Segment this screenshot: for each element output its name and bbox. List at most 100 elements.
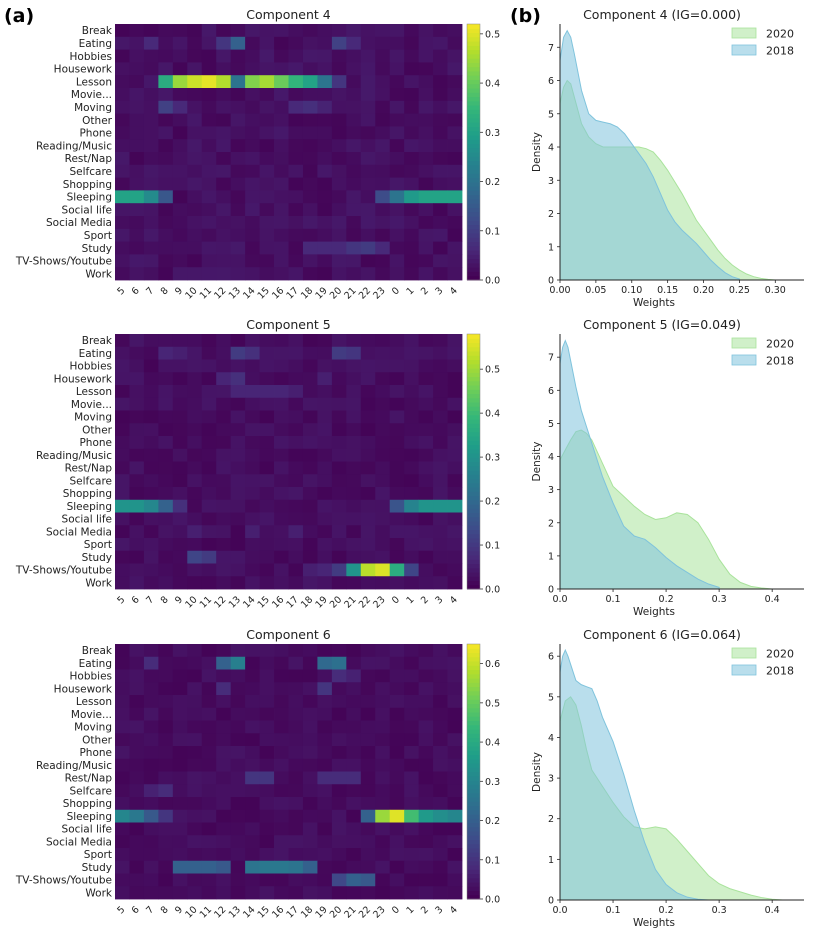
- heatmap-cell: [317, 254, 333, 268]
- heatmap-cell: [404, 525, 420, 539]
- heatmap-cell: [274, 203, 289, 217]
- heatmap-cell: [187, 809, 203, 823]
- heatmap-cell: [288, 707, 304, 721]
- heatmap-cell: [389, 397, 405, 411]
- legend-label: 2018: [766, 355, 794, 368]
- y-tick-label: 1: [548, 551, 554, 562]
- heatmap-cell: [115, 372, 130, 386]
- heatmap-cell: [216, 487, 232, 501]
- heatmap-cell: [216, 707, 232, 721]
- heatmap-cell: [259, 372, 275, 386]
- legend-swatch-2018: [731, 354, 757, 366]
- heatmap-cell: [360, 139, 376, 153]
- heatmap-cell: [360, 385, 376, 399]
- heatmap-cell: [143, 538, 159, 552]
- heatmap-cell: [201, 873, 217, 887]
- colorbar-segment: [467, 79, 480, 85]
- heatmap-cell: [230, 656, 246, 670]
- colorbar-segment: [467, 495, 480, 501]
- heatmap-cell: [187, 75, 203, 89]
- heatmap-cell: [115, 139, 130, 153]
- heatmap-row-label: Social Media: [46, 836, 112, 848]
- heatmap-cell: [216, 62, 232, 76]
- heatmap-cell: [274, 771, 289, 785]
- colorbar-segment: [467, 406, 480, 411]
- colorbar-segment: [467, 529, 480, 535]
- heatmap-cell: [143, 886, 159, 900]
- heatmap-cell: [346, 372, 362, 386]
- heatmap-cell: [317, 190, 333, 204]
- heatmap-cell: [360, 24, 376, 38]
- heatmap-cell: [346, 848, 362, 862]
- heatmap-row-label: Eating: [79, 658, 112, 670]
- heatmap-cell: [317, 746, 333, 760]
- heatmap-cell: [143, 461, 159, 475]
- heatmap-cell: [404, 267, 420, 281]
- colorbar-segment: [467, 258, 480, 264]
- heatmap-cell: [115, 62, 130, 76]
- heatmap-cell: [375, 499, 391, 513]
- heatmap-cell: [143, 241, 159, 255]
- heatmap-cell: [418, 359, 434, 373]
- heatmap-cell: [331, 848, 347, 862]
- heatmap-row-label: Movie...: [71, 89, 112, 101]
- heatmap-col-label: 1: [404, 904, 416, 916]
- heatmap-cell: [201, 228, 217, 242]
- heatmap-cell: [245, 784, 260, 798]
- heatmap-cell: [317, 75, 333, 89]
- heatmap-cell: [115, 461, 130, 475]
- heatmap-cell: [302, 36, 318, 50]
- heatmap-cell: [230, 784, 246, 798]
- heatmap-cell: [274, 448, 289, 462]
- heatmap-cell: [216, 771, 232, 785]
- heatmap-cell: [230, 372, 246, 386]
- heatmap-cell: [346, 267, 362, 281]
- heatmap-cell: [447, 397, 463, 411]
- heatmap-cell: [302, 62, 318, 76]
- heatmap-row-label: Housework: [54, 683, 113, 695]
- heatmap-cell: [216, 49, 232, 63]
- heatmap-cell: [274, 695, 289, 709]
- heatmap-cell: [143, 669, 159, 683]
- heatmap-cell: [375, 334, 391, 348]
- heatmap-cell: [158, 49, 174, 63]
- heatmap-cell: [245, 228, 260, 242]
- heatmap-cell: [418, 397, 434, 411]
- heatmap-cell: [274, 746, 289, 760]
- heatmap-cell: [158, 164, 174, 178]
- heatmap-cell: [288, 809, 304, 823]
- heatmap-cell: [447, 359, 463, 373]
- heatmap-cell: [259, 397, 275, 411]
- heatmap-cell: [389, 860, 405, 874]
- heatmap-cell: [274, 346, 289, 360]
- heatmap-cell: [201, 397, 217, 411]
- heatmap-cell: [447, 203, 463, 217]
- heatmap-cell: [346, 512, 362, 526]
- colorbar-segment: [467, 62, 480, 68]
- heatmap-cell: [245, 538, 260, 552]
- heatmap-cell: [201, 100, 217, 114]
- heatmap-cell: [288, 487, 304, 501]
- heatmap-cell: [129, 771, 145, 785]
- heatmap-cell: [245, 152, 260, 166]
- heatmap-cell: [115, 576, 130, 590]
- heatmap-cell: [201, 733, 217, 747]
- heatmap-cell: [187, 525, 203, 539]
- heatmap-cell: [317, 487, 333, 501]
- heatmap-cell: [274, 499, 289, 513]
- heatmap-cell: [302, 49, 318, 63]
- colorbar-tick-label: 0.3: [485, 453, 500, 464]
- colorbar-segment: [467, 152, 480, 157]
- colorbar-segment: [467, 414, 480, 420]
- heatmap-cell: [274, 860, 289, 874]
- heatmap-cell: [216, 126, 232, 140]
- heatmap-cell: [346, 334, 362, 348]
- heatmap-cell: [143, 346, 159, 360]
- heatmap-cell: [404, 860, 420, 874]
- heatmap-cell: [447, 164, 463, 178]
- heatmap-row-label: Phone: [79, 437, 112, 449]
- heatmap-cell: [158, 512, 174, 526]
- heatmap-cell: [433, 499, 448, 513]
- legend-swatch-2018: [731, 664, 757, 676]
- heatmap-cell: [302, 656, 318, 670]
